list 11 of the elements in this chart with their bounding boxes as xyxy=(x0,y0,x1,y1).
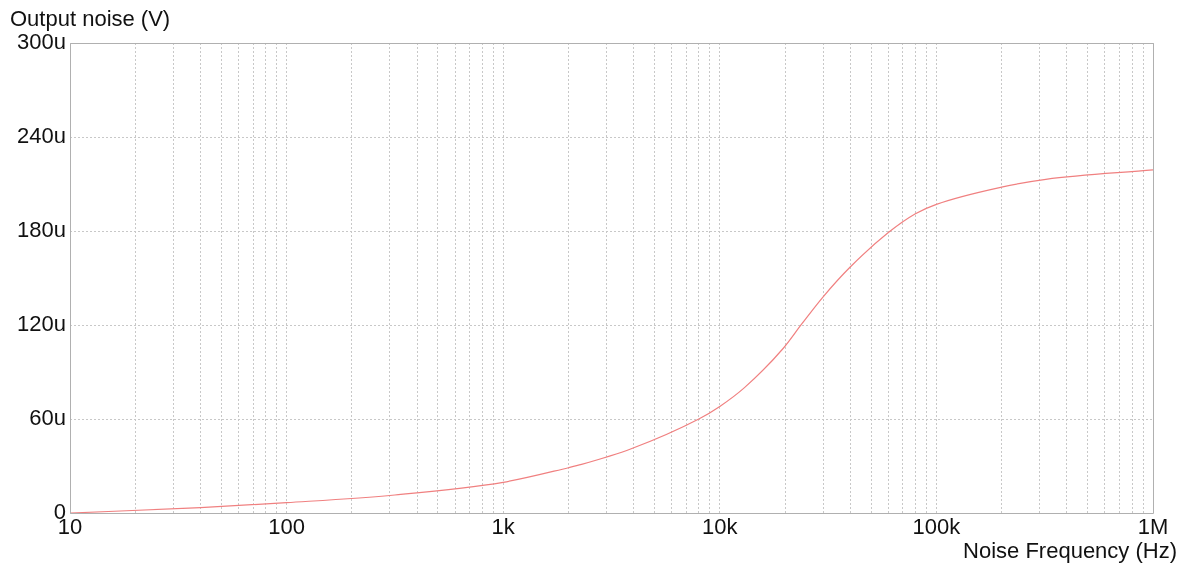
y-tick-label: 60u xyxy=(29,405,66,431)
x-tick-label: 1k xyxy=(491,514,516,540)
x-axis-title: Noise Frequency (Hz) xyxy=(963,538,1177,564)
x-tick-label: 100 xyxy=(268,514,305,540)
x-tick-label: 1M xyxy=(1137,514,1169,540)
y-tick-label: 180u xyxy=(17,217,66,243)
x-tick-label: 100k xyxy=(912,514,962,540)
x-tick-label: 10k xyxy=(702,514,739,540)
y-tick-label: 240u xyxy=(17,123,66,149)
y-tick-label: 120u xyxy=(17,311,66,337)
y-axis-title: Output noise (V) xyxy=(10,6,171,32)
